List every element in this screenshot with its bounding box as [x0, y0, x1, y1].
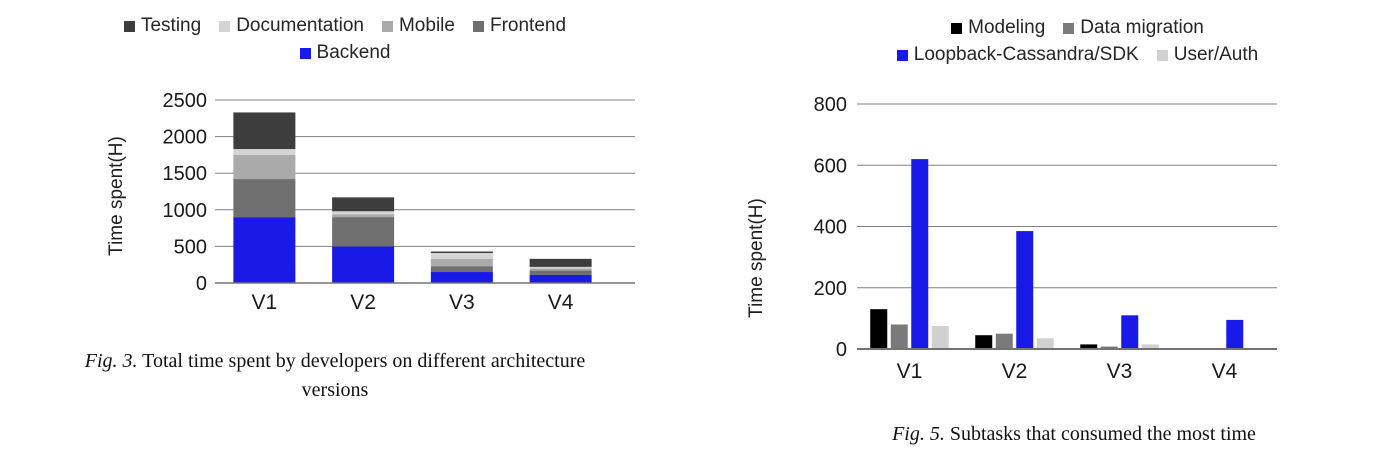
- legend-item-mobile: Mobile: [381, 12, 455, 39]
- x-tick-label: V1: [897, 360, 923, 383]
- bar-modeling: [975, 335, 993, 349]
- legend-swatch-icon: [896, 50, 908, 61]
- legend-row: Loopback-Cassandra/SDK User/Auth: [815, 41, 1340, 68]
- legend-swatch-icon: [299, 48, 311, 59]
- bar-loopback-cassandra-sdk: [1121, 315, 1139, 349]
- bar-segment-mobile: [233, 154, 296, 180]
- fig3-caption: Fig. 3. Total time spent by developers o…: [50, 347, 620, 405]
- legend-item-testing: Testing: [123, 12, 202, 39]
- y-tick-label: 800: [814, 94, 847, 116]
- bar-segment-mobile: [332, 214, 395, 218]
- legend-row: Backend: [85, 39, 605, 66]
- legend-label: Documentation: [236, 15, 364, 36]
- fig5-caption: Fig. 5. Subtasks that consumed the most …: [824, 420, 1324, 449]
- bar-modeling: [1080, 344, 1098, 349]
- bar-loopback-cassandra-sdk: [1226, 319, 1244, 349]
- y-tick-label: 400: [814, 217, 847, 239]
- legend-item-modeling: Modeling: [951, 14, 1045, 41]
- y-tick-label: 2000: [163, 127, 208, 149]
- fig5-caption-label: Fig. 5.: [892, 423, 945, 445]
- bar-segment-mobile: [529, 268, 592, 271]
- bar-segment-frontend: [529, 270, 592, 275]
- bar-user-auth: [1141, 344, 1159, 349]
- bar-segment-mobile: [430, 258, 493, 267]
- legend-label: Frontend: [489, 15, 567, 36]
- y-tick-label: 500: [174, 236, 207, 258]
- legend-swatch-icon: [1156, 50, 1168, 61]
- legend-item-loopback-cassandra-sdk: Loopback-Cassandra/SDK: [896, 41, 1139, 68]
- fig5-y-axis-title: Time spent(H): [746, 198, 767, 318]
- legend-item-data-migration: Data migration: [1063, 14, 1204, 41]
- y-tick-label: 600: [814, 155, 847, 177]
- legend-item-user-auth: User/Auth: [1156, 41, 1259, 68]
- bar-segment-testing: [430, 251, 493, 253]
- y-tick-label: 0: [836, 339, 847, 361]
- y-tick-label: 0: [196, 273, 207, 295]
- bar-user-auth: [931, 326, 949, 349]
- bar-segment-frontend: [233, 179, 296, 218]
- x-tick-label: V2: [350, 291, 376, 314]
- legend-item-frontend: Frontend: [472, 12, 567, 39]
- legend-swatch-icon: [472, 21, 484, 32]
- fig3-caption-text: Total time spent by developers on differ…: [142, 350, 586, 401]
- bar-segment-frontend: [332, 217, 395, 247]
- x-tick-label: V4: [548, 291, 574, 314]
- legend-label: Loopback-Cassandra/SDK: [913, 44, 1139, 65]
- y-tick-label: 200: [814, 278, 847, 300]
- legend-label: Modeling: [968, 17, 1046, 38]
- fig3-stacked-bar-chart: 0 500 1000 1500 2000 2500 V1 V2 V3 V4: [163, 90, 635, 314]
- x-tick-label: V1: [252, 291, 278, 314]
- bar-loopback-cassandra-sdk: [911, 159, 929, 349]
- legend-label: Data migration: [1080, 17, 1204, 38]
- fig3-caption-label: Fig. 3.: [84, 350, 138, 372]
- y-tick-label: 2500: [163, 90, 208, 112]
- bar-data-migration: [1100, 346, 1118, 349]
- legend-label: User/Auth: [1173, 44, 1259, 65]
- fig5-caption-text: Subtasks that consumed the most time: [949, 423, 1256, 445]
- bar-segment-documentation: [233, 149, 296, 155]
- legend-label: Testing: [140, 15, 202, 36]
- legend-row: Modeling Data migration: [815, 14, 1340, 41]
- legend-label: Mobile: [398, 15, 455, 36]
- x-tick-label: V3: [449, 291, 475, 314]
- legend-item-documentation: Documentation: [219, 12, 364, 39]
- y-tick-label: 1000: [163, 200, 208, 222]
- legend-item-backend: Backend: [299, 39, 391, 66]
- fig3-y-axis-title: Time spent(H): [106, 136, 127, 256]
- x-tick-label: V3: [1107, 360, 1133, 383]
- y-tick-label: 1500: [163, 163, 208, 185]
- legend-swatch-icon: [1063, 23, 1075, 34]
- legend-row: Testing Documentation Mobile Frontend: [85, 12, 605, 39]
- bar-segment-documentation: [529, 266, 592, 269]
- bar-segment-backend: [529, 274, 592, 283]
- bar-modeling: [870, 309, 888, 349]
- bar-segment-backend: [233, 217, 296, 283]
- bar-data-migration: [995, 333, 1013, 349]
- legend-swatch-icon: [123, 21, 135, 32]
- bar-segment-testing: [529, 258, 592, 267]
- bar-segment-documentation: [332, 211, 395, 215]
- bar-segment-testing: [233, 112, 296, 150]
- fig5-grouped-bar-chart: 0 200 400 600 800 V1 V2 V3 V4: [814, 94, 1277, 383]
- bar-segment-backend: [430, 272, 493, 283]
- x-tick-label: V2: [1002, 360, 1028, 383]
- bar-data-migration: [890, 324, 908, 349]
- legend-label: Backend: [316, 42, 391, 63]
- legend-swatch-icon: [219, 21, 231, 32]
- fig5-legend: Modeling Data migration Loopback-Cassandra…: [815, 14, 1340, 68]
- bar-loopback-cassandra-sdk: [1016, 231, 1034, 349]
- bar-segment-testing: [332, 197, 395, 212]
- bar-user-auth: [1036, 338, 1054, 349]
- bar-segment-frontend: [430, 266, 493, 273]
- bar-segment-documentation: [430, 252, 493, 259]
- legend-swatch-icon: [951, 23, 963, 34]
- legend-swatch-icon: [381, 21, 393, 32]
- bar-segment-backend: [332, 246, 395, 283]
- fig3-legend: Testing Documentation Mobile Frontend Backen…: [85, 12, 605, 66]
- x-tick-label: V4: [1212, 360, 1238, 383]
